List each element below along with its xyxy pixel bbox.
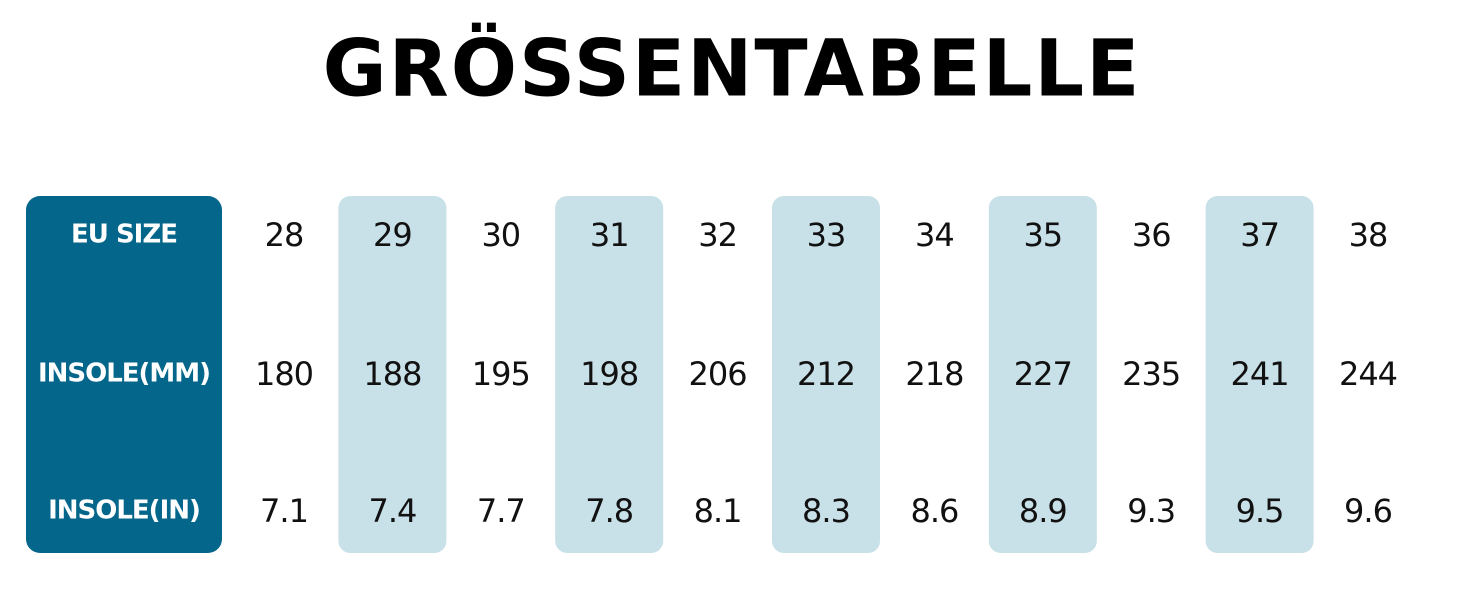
cell: 241 [1231, 355, 1289, 393]
column-highlight [1205, 196, 1314, 553]
cell: 36 [1132, 216, 1171, 254]
cell: 9.6 [1344, 492, 1392, 530]
column-highlight [988, 196, 1097, 553]
cell: 8.9 [1019, 492, 1067, 530]
cell: 212 [797, 355, 855, 393]
cell: 35 [1023, 216, 1062, 254]
cell: 38 [1349, 216, 1388, 254]
cell: 33 [807, 216, 846, 254]
title: GRÖSSENTABELLE [323, 22, 1142, 114]
cell: 9.3 [1127, 492, 1175, 530]
cell: 32 [698, 216, 737, 254]
cell: 8.6 [910, 492, 958, 530]
cell: 206 [689, 355, 747, 393]
row-header: INSOLE(MM) [38, 359, 210, 389]
cell: 188 [363, 355, 421, 393]
cell: 37 [1240, 216, 1279, 254]
cell: 28 [265, 216, 304, 254]
cell: 7.4 [368, 492, 416, 530]
cell: 218 [905, 355, 963, 393]
cell: 198 [580, 355, 638, 393]
cell: 34 [915, 216, 954, 254]
cell: 31 [590, 216, 629, 254]
row-header: INSOLE(IN) [48, 496, 200, 526]
column-highlight [338, 196, 447, 553]
cell: 30 [481, 216, 520, 254]
column-highlight [772, 196, 880, 553]
cell: 7.7 [477, 492, 525, 530]
cell: 29 [373, 216, 412, 254]
header-column [26, 196, 222, 553]
row-header: EU SIZE [71, 220, 177, 250]
cell: 8.3 [802, 492, 850, 530]
cell: 180 [255, 355, 313, 393]
cell: 7.1 [260, 492, 308, 530]
cell: 244 [1339, 355, 1397, 393]
cell: 227 [1014, 355, 1072, 393]
cell: 235 [1122, 355, 1180, 393]
column-highlight [555, 196, 664, 553]
cell: 195 [472, 355, 530, 393]
cell: 7.8 [585, 492, 633, 530]
cell: 9.5 [1236, 492, 1284, 530]
cell: 8.1 [694, 492, 742, 530]
